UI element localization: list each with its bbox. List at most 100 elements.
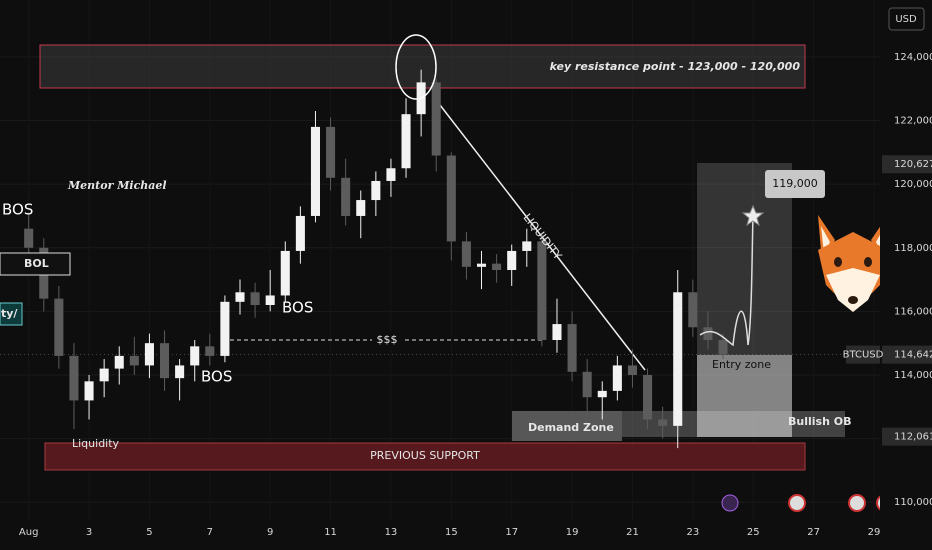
- left-cut-label: ty/: [1, 307, 18, 320]
- x-tick-label: 17: [505, 527, 518, 538]
- x-tick-label: Aug: [19, 527, 39, 538]
- candle-body: [476, 263, 487, 267]
- x-tick-label: 9: [267, 527, 273, 538]
- target-label-box: [765, 170, 825, 198]
- event-icon[interactable]: [788, 494, 806, 512]
- x-tick-label: 27: [807, 527, 820, 538]
- candle-body: [175, 365, 185, 379]
- candle-body: [326, 126, 336, 178]
- liquidity-label: Liquidity: [72, 437, 120, 450]
- x-tick-label: 15: [445, 527, 458, 538]
- x-tick-label: 29: [868, 527, 881, 538]
- y-tick-label: 120,000: [894, 179, 932, 190]
- candle-body: [688, 292, 698, 328]
- bol-label: BOL: [24, 257, 49, 270]
- dollars-bg: [372, 332, 402, 348]
- author-label: Mentor Michael: [67, 179, 167, 192]
- price-marker-label: 114,642: [894, 350, 932, 361]
- candle-body: [250, 292, 260, 306]
- candle-body: [461, 241, 471, 267]
- candle-body: [99, 368, 109, 382]
- candle-body: [703, 327, 713, 340]
- candle-body: [69, 355, 79, 401]
- candle-body: [658, 419, 668, 426]
- demand-zone: [512, 411, 622, 441]
- candle-body: [24, 228, 34, 248]
- candle-body: [567, 324, 577, 372]
- candle-body: [190, 346, 200, 366]
- price-marker: [882, 345, 932, 364]
- support-label: PREVIOUS SUPPORT: [370, 449, 480, 462]
- y-tick-label: 118,000: [894, 243, 932, 254]
- candle-body: [386, 168, 396, 181]
- support-zone: [44, 442, 806, 471]
- x-tick-label: 5: [146, 527, 152, 538]
- candle-body: [54, 298, 64, 356]
- y-tick-label: 114,000: [894, 370, 932, 381]
- dollars-label: $$$: [377, 333, 398, 346]
- candle-body: [673, 292, 683, 426]
- candle-body: [612, 365, 622, 391]
- fox-icon: [818, 215, 888, 312]
- candle-body: [446, 155, 456, 242]
- x-tick-label: 25: [747, 527, 760, 538]
- price-marker: [882, 155, 932, 174]
- target-star: [741, 204, 765, 227]
- candle-body: [114, 355, 124, 369]
- x-tick-label: 13: [385, 527, 398, 538]
- peak-circle: [395, 34, 437, 100]
- unit-label: USD: [895, 14, 917, 25]
- candle-body: [492, 263, 502, 271]
- candle-body: [160, 343, 170, 379]
- resistance-label: key resistance point - 123,000 - 120,000: [550, 60, 801, 73]
- candle-body: [341, 177, 351, 216]
- event-icon[interactable]: [848, 494, 866, 512]
- price-marker: [882, 427, 932, 446]
- x-tick-label: 11: [324, 527, 337, 538]
- x-tick-label: 7: [207, 527, 213, 538]
- trend-line: [439, 104, 646, 371]
- projection-path: [699, 214, 754, 347]
- candle-body: [129, 355, 139, 366]
- candle-body: [371, 180, 381, 201]
- symbol-box: [846, 345, 880, 364]
- candle-body: [582, 371, 592, 398]
- price-marker-label: 112,061: [894, 432, 932, 443]
- bos-label: BOS: [201, 368, 232, 386]
- symbol-label: BTCUSD: [843, 350, 884, 361]
- candle-body: [401, 114, 411, 169]
- candle-body: [235, 292, 245, 302]
- candle-body: [220, 301, 230, 356]
- unit-box[interactable]: [888, 7, 925, 31]
- event-icon[interactable]: [721, 494, 739, 512]
- x-tick-label: 19: [566, 527, 579, 538]
- x-tick-label: 23: [686, 527, 699, 538]
- entry-label: Entry zone: [712, 358, 771, 371]
- candle-body: [597, 390, 607, 398]
- bos-label: BOS: [2, 201, 33, 219]
- y-tick-label: 110,000: [894, 497, 932, 508]
- candle-body: [356, 200, 366, 216]
- bos-label: BOS: [282, 299, 313, 317]
- demand-label: Demand Zone: [528, 421, 614, 434]
- candles: [24, 69, 728, 449]
- candle-body: [431, 82, 441, 156]
- candle-body: [522, 241, 532, 251]
- candle-body: [537, 241, 547, 340]
- candle-body: [84, 381, 94, 401]
- target-label: 119,000: [772, 177, 818, 190]
- candle-body: [552, 324, 562, 340]
- candle-body: [265, 295, 275, 306]
- bol-box: [0, 252, 71, 276]
- candle-body: [310, 126, 320, 216]
- y-tick-label: 116,000: [894, 306, 932, 317]
- ob-label: Bullish OB: [788, 415, 851, 428]
- left-box: [0, 302, 23, 326]
- candle-body: [295, 215, 305, 251]
- x-tick-label: 3: [86, 527, 92, 538]
- candle-body: [627, 365, 637, 375]
- candle-body: [205, 346, 215, 356]
- grid: [0, 56, 880, 503]
- candle-body: [507, 250, 517, 271]
